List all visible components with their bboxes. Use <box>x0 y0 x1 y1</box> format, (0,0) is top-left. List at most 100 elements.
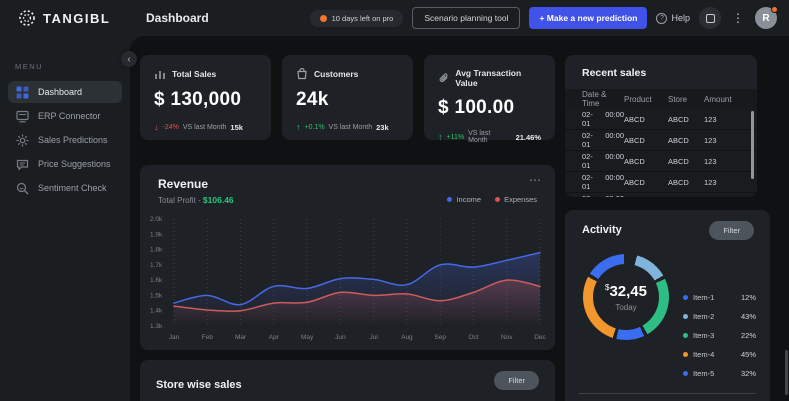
tangibl-logo-icon <box>19 10 35 26</box>
help-button[interactable]: ? Help <box>656 12 690 24</box>
item-dot-icon <box>683 295 688 300</box>
sidebar-item-label: ERP Connector <box>38 111 101 121</box>
col-store: Store <box>668 94 688 104</box>
activity-legend: Item-1 12% Item-2 43% Item-3 22% Item-4 … <box>683 288 756 383</box>
erp-connector-icon <box>16 110 29 122</box>
trial-badge-label: 10 days left on pro <box>331 13 394 23</box>
income-dot-icon <box>447 197 453 202</box>
kebab-menu-icon[interactable]: ⋮ <box>732 11 744 25</box>
legend-expenses: Expenses <box>495 195 537 204</box>
expenses-dot-icon <box>495 197 501 202</box>
svg-text:Jan: Jan <box>169 334 180 341</box>
item-dot-icon <box>683 333 688 338</box>
delta-arrow-icon: ↓ <box>154 122 159 132</box>
shortcuts-icon <box>705 13 715 23</box>
divider <box>579 393 756 394</box>
revenue-options-icon[interactable]: ⋯ <box>529 173 541 187</box>
shopping-bag-icon <box>297 68 307 80</box>
sidebar-item-sales-predictions[interactable]: Sales Predictions <box>8 129 122 151</box>
main-content: Total Sales $ 130,000 ↓ -24% VS last Mon… <box>130 36 789 401</box>
revenue-legend: Income Expenses <box>447 195 537 204</box>
svg-text:Aug: Aug <box>401 334 413 341</box>
recent-sales-table: 02-01 00:00 ABCD ABCD 123 02-01 00:00 ABCD… <box>565 109 757 197</box>
item-dot-icon <box>683 371 688 376</box>
scenario-planning-button[interactable]: Scenario planning tool <box>412 7 521 29</box>
delta-compare-value: 21.46% <box>515 132 541 142</box>
topbar: TANGIBL Dashboard 10 days left on pro Sc… <box>0 0 789 36</box>
brand-name: TANGIBL <box>43 10 111 26</box>
page-scrollbar[interactable] <box>785 350 788 395</box>
delta-compare-label: VS last Month <box>182 123 227 131</box>
delta-compare-value: 23k <box>376 122 389 132</box>
price-suggestions-icon <box>16 159 29 170</box>
stat-cards-row: Total Sales $ 130,000 ↓ -24% VS last Mon… <box>140 55 555 144</box>
trial-badge: 10 days left on pro <box>309 9 404 27</box>
sidebar-item-label: Dashboard <box>38 87 83 97</box>
svg-text:1.3k: 1.3k <box>150 323 163 330</box>
make-prediction-button[interactable]: + Make a new prediction <box>529 7 648 29</box>
activity-card: Activity Filter $32,45 Today Item-1 12% … <box>565 210 770 401</box>
activity-filter-button[interactable]: Filter <box>709 221 754 240</box>
sidebar-item-label: Sales Predictions <box>38 135 108 145</box>
shortcuts-button[interactable] <box>699 7 721 29</box>
storewise-title: Store wise sales <box>156 379 242 391</box>
bar-chart-icon <box>155 71 165 79</box>
svg-text:2.0k: 2.0k <box>150 216 163 223</box>
delta-percent: +11% <box>446 133 465 141</box>
revenue-line-chart[interactable]: Jan Feb Mar Apr May Jun Jul Aug Sep Oct Nov Dec 2.0k… <box>148 215 548 343</box>
sidebar-item-sentiment-check[interactable]: Sentiment Check <box>8 177 122 199</box>
legend-income: Income <box>447 195 481 204</box>
sidebar-item-erp-connector[interactable]: ERP Connector <box>8 105 122 127</box>
recent-sales-header-row: Date & Time Product Store Amount <box>565 89 757 109</box>
legend-item: Item-2 43% <box>683 307 756 326</box>
sidebar-collapse-button[interactable]: ‹ <box>121 51 137 67</box>
legend-label: Expenses <box>504 195 537 204</box>
help-label: Help <box>671 13 690 23</box>
stat-card-avg-transaction: Avg Transaction Value $ 100.00 ↑ +11% VS… <box>424 55 555 144</box>
delta-percent: +0.1% <box>304 123 325 131</box>
stat-value: $ 130,000 <box>154 89 242 110</box>
sidebar-item-price-suggestions[interactable]: Price Suggestions <box>8 153 122 175</box>
brand-logo[interactable]: TANGIBL <box>0 9 130 27</box>
svg-text:Sep: Sep <box>434 334 446 341</box>
delta-arrow-icon: ↑ <box>296 122 301 132</box>
stat-title: Total Sales <box>172 69 217 79</box>
svg-text:Jun: Jun <box>335 334 346 341</box>
avatar[interactable]: R <box>755 6 778 29</box>
sidebar: MENU Dashboard ERP Connector <box>0 36 130 401</box>
delta-percent: -24% <box>162 123 179 131</box>
svg-text:1.6k: 1.6k <box>150 277 163 284</box>
delta-compare-label: VS last Month <box>468 130 491 144</box>
sales-predictions-icon <box>16 134 29 146</box>
activity-title: Activity <box>582 224 622 236</box>
donut-value: $32,45 <box>605 282 647 300</box>
stat-card-total-sales: Total Sales $ 130,000 ↓ -24% VS last Mon… <box>140 55 271 140</box>
stat-delta: ↓ -24% VS last Month 15k <box>154 122 257 132</box>
revenue-title: Revenue <box>158 177 209 191</box>
storewise-sales-card: Store wise sales Filter <box>140 360 555 401</box>
col-product: Product <box>624 94 652 104</box>
legend-item: Item-1 12% <box>683 288 756 307</box>
topbar-actions: 10 days left on pro Scenario planning to… <box>309 6 789 29</box>
svg-text:1.9k: 1.9k <box>150 231 163 238</box>
legend-item: Item-3 22% <box>683 326 756 345</box>
storewise-filter-button[interactable]: Filter <box>494 371 539 390</box>
recent-sales-title: Recent sales <box>582 67 647 79</box>
col-date-time: Date & Time <box>582 90 607 108</box>
legend-item: Item-5 32% <box>683 364 756 383</box>
stat-card-customers: Customers 24k ↑ +0.1% VS last Month 23k <box>282 55 413 140</box>
sidebar-item-dashboard[interactable]: Dashboard <box>8 81 122 103</box>
notification-dot <box>771 6 778 13</box>
stat-title: Avg Transaction Value <box>455 68 522 88</box>
table-scrollbar[interactable] <box>751 111 754 179</box>
delta-compare-value: 15k <box>230 122 243 132</box>
svg-text:Dec: Dec <box>534 334 546 341</box>
activity-donut-chart[interactable] <box>583 254 669 340</box>
revenue-card: Revenue Total Profit - $106.46 ⋯ Income … <box>140 165 555 350</box>
stat-value: 24k <box>296 89 329 110</box>
